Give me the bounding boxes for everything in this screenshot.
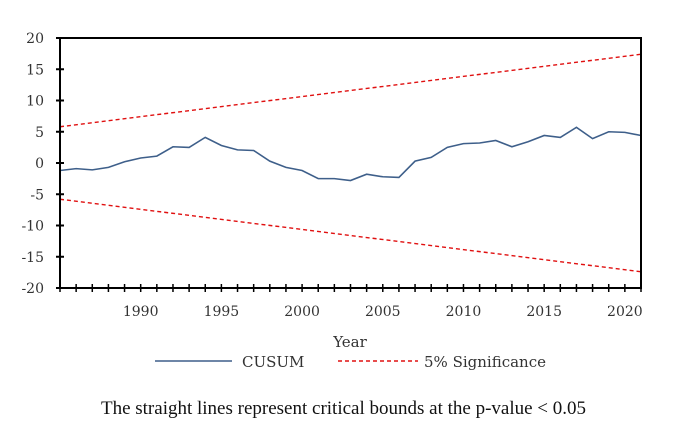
y-tick-label: 15 [26,62,44,78]
x-axis-ticks: 1990 1995 2000 2005 2010 2015 2020 [59,284,643,320]
y-tick-label: -10 [21,219,44,235]
legend: CUSUM 5% Significance [155,353,546,371]
plot-frame [59,37,642,289]
significance-bound-line [59,53,642,128]
y-tick-label: -20 [21,281,44,297]
x-tick-label: 2020 [607,304,643,320]
y-tick-label: 5 [35,125,44,141]
x-tick-label: 1995 [204,304,240,320]
x-axis-title: Year [332,333,367,351]
x-tick-label: 2005 [365,304,401,320]
x-tick-label: 2010 [446,304,482,320]
legend-significance-label: 5% Significance [424,353,546,371]
x-tick-label: 2000 [284,304,320,320]
x-tick-label: 1990 [123,304,159,320]
y-tick-label: 20 [26,31,44,47]
y-tick-label: 10 [26,94,44,110]
cusum-line [59,126,642,182]
y-axis-ticks: 20 15 10 5 0 -5 -10 -15 -20 [21,31,64,297]
y-tick-label: 0 [35,156,44,172]
legend-cusum-label: CUSUM [242,353,304,371]
significance-bound-line [59,198,642,273]
chart-series [59,53,642,273]
x-tick-label: 2015 [526,304,562,320]
y-tick-label: -5 [30,187,44,203]
chart-caption: The straight lines represent critical bo… [100,398,587,419]
y-tick-label: -15 [21,250,44,266]
